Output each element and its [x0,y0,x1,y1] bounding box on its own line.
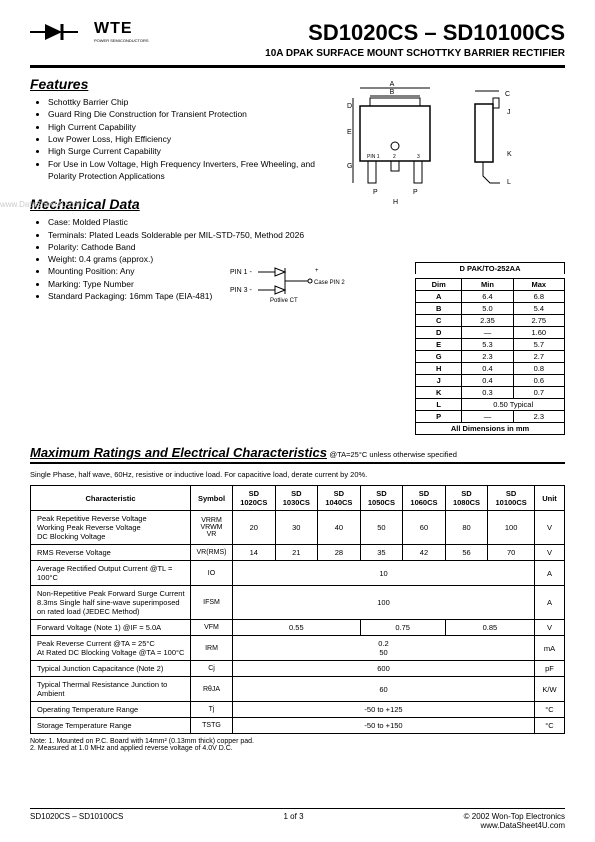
list-item: Schottky Barrier Chip [48,96,325,108]
features-list: Schottky Barrier Chip Guard Ring Die Con… [30,96,325,182]
svg-text:PIN 1 -: PIN 1 - [230,269,252,276]
svg-text:PIN 1: PIN 1 [367,154,380,160]
footer-center: 1 of 3 [284,812,304,830]
char-note: Single Phase, half wave, 60Hz, resistive… [30,470,565,479]
footer-url: www.DataSheet4U.com [481,821,565,830]
dim-header: Min [462,279,513,291]
page-subtitle: 10A DPAK SURFACE MOUNT SCHOTTKY BARRIER … [265,48,565,59]
svg-text:C: C [505,91,510,98]
list-item: High Surge Current Capability [48,145,325,157]
svg-text:2: 2 [393,154,396,160]
watermark: www.DataSheet4U.com [0,200,84,209]
svg-text:G: G [347,163,352,170]
footer-copyright: © 2002 Won-Top Electronics [464,812,565,821]
svg-text:D: D [347,103,352,110]
svg-text:+: + [315,268,319,274]
divider [30,65,565,68]
logo-block: WTE POWER SEMICONDUCTORS [30,20,149,43]
svg-text:P: P [373,189,378,196]
list-item: Low Power Loss, High Efficiency [48,133,325,145]
svg-text:PIN 3 -: PIN 3 - [230,287,252,294]
list-item: Guard Ring Die Construction for Transien… [48,108,325,120]
pin-schematic-block: PIN 1 - PIN 3 - + Case PIN 2 Potlive CT [230,262,413,304]
characteristics-table: CharacteristicSymbolSD 1020CSSD 1030CSSD… [30,485,565,734]
list-item: For Use in Low Voltage, High Frequency I… [48,158,325,183]
brand-tagline: POWER SEMICONDUCTORS [94,38,149,43]
svg-text:L: L [507,179,511,186]
char-heading: Maximum Ratings and Electrical Character… [30,445,327,460]
svg-text:A: A [390,81,395,88]
svg-text:P: P [413,189,418,196]
diode-icon [30,22,90,42]
package-diagram: PIN 1 2 3 A B D E G H [335,76,565,206]
dimension-table: Dim Min Max A6.46.8B5.05.4C2.352.75D—1.6… [415,278,565,435]
note-line: Note: 1. Mounted on P.C. Board with 14mm… [30,738,565,745]
svg-text:3: 3 [417,154,420,160]
dim-header: Dim [416,279,462,291]
list-item: Polarity: Cathode Band [48,241,325,253]
svg-text:B: B [390,89,395,96]
svg-text:Potlive CT: Potlive CT [270,298,298,302]
list-item: High Current Capability [48,121,325,133]
dim-table-caption: D PAK/TO-252AA [415,262,565,274]
svg-text:J: J [507,109,511,116]
dim-header: Max [513,279,564,291]
note-line: 2. Measured at 1.0 MHz and applied rever… [30,745,565,752]
table-notes: Note: 1. Mounted on P.C. Board with 14mm… [30,738,565,752]
dim-footer: All Dimensions in mm [416,423,565,435]
footer-left: SD1020CS – SD10100CS [30,812,123,830]
svg-text:K: K [507,151,512,158]
page-footer: SD1020CS – SD10100CS 1 of 3 © 2002 Won-T… [30,808,565,830]
brand-name: WTE [94,20,133,37]
features-heading: Features [30,76,325,92]
page-title: SD1020CS – SD10100CS [265,20,565,46]
svg-text:E: E [347,129,352,136]
svg-text:H: H [393,199,398,206]
list-item: Terminals: Plated Leads Solderable per M… [48,229,325,241]
char-condition: @TA=25°C unless otherwise specified [329,450,456,459]
list-item: Case: Molded Plastic [48,216,325,228]
svg-text:Case PIN 2: Case PIN 2 [314,280,345,286]
divider [30,462,565,464]
